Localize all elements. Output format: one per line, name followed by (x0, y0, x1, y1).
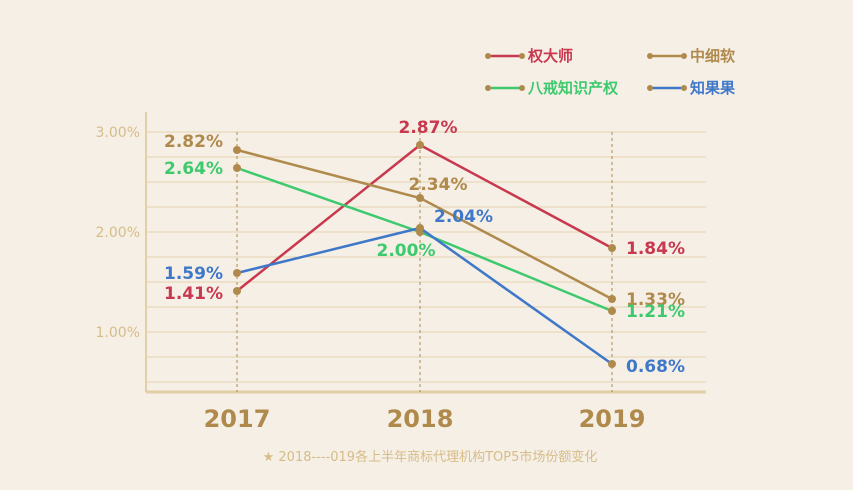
x-tick-label: 2017 (204, 405, 271, 433)
legend-swatch-dot (647, 85, 653, 91)
y-tick-label: 1.00% (96, 325, 140, 341)
data-label: 1.21% (626, 302, 685, 322)
x-tick-label: 2018 (387, 405, 454, 433)
data-label: 1.84% (626, 239, 685, 259)
y-tick-label: 2.00% (96, 225, 140, 241)
legend-entry: 八戒知识产权 (527, 79, 619, 97)
data-label: 2.87% (399, 118, 458, 138)
data-point (608, 244, 616, 252)
data-point (233, 287, 241, 295)
data-point (416, 224, 424, 232)
data-label: 1.33% (626, 290, 685, 310)
series-line-1 (236, 148, 613, 301)
legend-entry: 权大师 (527, 47, 573, 65)
legend-entry: 中细软 (690, 47, 735, 65)
data-label: 0.68% (626, 357, 685, 377)
y-tick-label: 3.00% (96, 125, 140, 141)
legend-swatch-dot (485, 53, 491, 59)
legend-swatch-dot (681, 53, 687, 59)
legend-swatch-dot (519, 53, 525, 59)
data-label: 2.34% (409, 175, 468, 195)
data-point (233, 146, 241, 154)
data-point (233, 164, 241, 172)
data-point (416, 194, 424, 202)
data-label: 2.82% (164, 132, 223, 152)
data-label: 2.64% (164, 159, 223, 179)
data-point (608, 307, 616, 315)
data-label: 2.04% (434, 207, 493, 227)
data-point (608, 360, 616, 368)
data-point (233, 269, 241, 277)
legend-swatch-dot (485, 85, 491, 91)
legend-entry: 知果果 (690, 79, 736, 97)
data-point (608, 295, 616, 303)
legend-swatch-dot (647, 53, 653, 59)
legend-swatch-dot (519, 85, 525, 91)
legend-swatch-dot (681, 85, 687, 91)
data-label: 1.59% (164, 264, 223, 284)
x-tick-label: 2019 (579, 405, 646, 433)
chart-caption: ★ 2018----019各上半年商标代理机构TOP5市场份额变化 (263, 449, 598, 465)
data-point (416, 141, 424, 149)
data-label: 1.41% (164, 284, 223, 304)
data-label: 2.00% (377, 241, 436, 261)
